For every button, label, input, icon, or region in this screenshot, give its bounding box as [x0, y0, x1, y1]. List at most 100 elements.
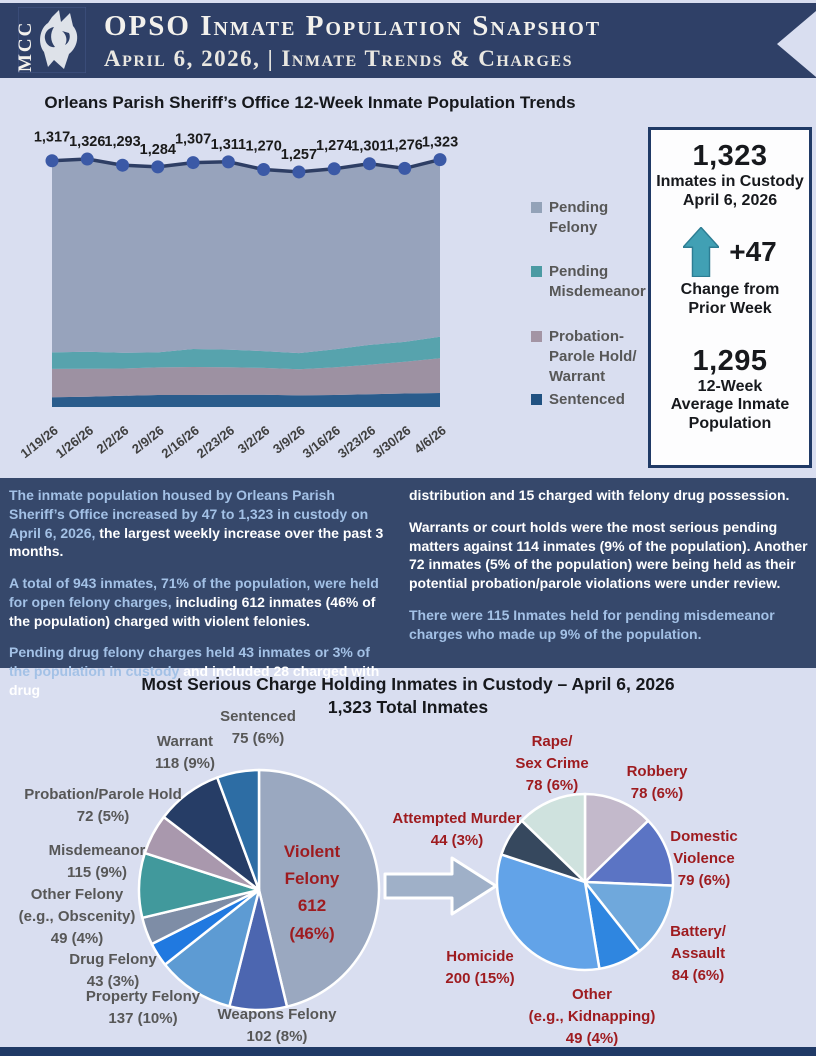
data-label: 1,307	[175, 132, 211, 148]
data-label: 1,284	[140, 142, 176, 158]
banner-text: OPSO Inmate Population Snapshot April 6,…	[104, 8, 601, 74]
narrative-paragraph: Pending drug felony charges held 43 inma…	[9, 644, 380, 698]
pie-section-title: Most Serious Charge Holding Inmates in C…	[141, 674, 675, 694]
ribbon-notch-icon	[777, 11, 816, 77]
pie-slice-label: Violent Felony 612 (46%)	[283, 842, 341, 943]
data-label: 1,276	[387, 137, 423, 153]
area-band-2	[52, 336, 440, 370]
legend-item: Sentenced	[531, 390, 625, 410]
legend-swatch-icon	[531, 266, 542, 277]
x-axis-label: 1/26/26	[53, 423, 96, 462]
narrative-right-column: distribution and 15 charged with felony …	[409, 486, 809, 656]
page-subtitle: April 6, 2026, | Inmate Trends & Charges	[104, 46, 573, 71]
summary-stat-box: 1,323 Inmates in Custody April 6, 2026 +…	[648, 127, 812, 468]
data-label: 1,301	[351, 139, 387, 155]
weekly-change: +47	[651, 226, 809, 277]
data-point	[433, 153, 447, 167]
pie-slice	[583, 819, 675, 887]
pie-slice-label: Robbery 78 (6%)	[626, 763, 688, 802]
data-label: 1,326	[69, 134, 105, 150]
pie-section-subtitle: 1,323 Total Inmates	[327, 697, 489, 717]
x-axis-label: 2/16/26	[159, 423, 202, 462]
data-label: 1,270	[245, 139, 281, 155]
area-band-0	[52, 393, 440, 407]
average-label: 12-Week Average Inmate Population	[670, 377, 790, 433]
x-axis-label: 2/23/26	[194, 423, 237, 462]
pie-slice	[163, 888, 261, 1008]
right-arrow-icon	[383, 856, 498, 916]
narrative-paragraph: A total of 943 inmates, 71% of the popul…	[9, 575, 379, 629]
data-point	[151, 160, 165, 174]
change-label: Change from Prior Week	[680, 280, 780, 317]
narrative-panel: The inmate population housed by Orleans …	[0, 478, 816, 698]
pie-slice	[520, 792, 587, 884]
data-point	[45, 154, 59, 168]
up-arrow-icon	[683, 226, 720, 277]
pie-slice	[583, 792, 650, 884]
data-label: 1,311	[211, 137, 247, 153]
average-value: 1,295	[692, 344, 768, 377]
charge-pie-charts	[137, 768, 675, 1012]
area-band-1	[52, 358, 440, 398]
narrative-paragraph: Warrants or court holds were the most se…	[409, 518, 808, 591]
x-axis-label: 1/19/26	[17, 423, 60, 462]
data-point	[257, 163, 271, 177]
data-point	[116, 158, 130, 172]
mcc-logo: MCC	[15, 6, 87, 74]
trend-chart-title: Orleans Parish Sheriff’s Office 12-Week …	[44, 93, 576, 112]
legend-label: Pending Misdemeanor	[549, 263, 646, 300]
data-point	[327, 162, 341, 176]
x-axis-label: 3/30/26	[370, 423, 413, 462]
current-count-label: Inmates in Custody	[656, 173, 804, 190]
data-point	[362, 157, 376, 171]
data-label: 1,274	[316, 138, 352, 154]
narrative-paragraph: There were 115 Inmates held for pending …	[409, 606, 775, 642]
pie-slice	[583, 880, 675, 953]
pie-slice-label: Drug Felony 43 (3%)	[69, 951, 157, 990]
legend-label: Pending Felony	[549, 199, 609, 236]
pie-slice-label: Homicide 200 (15%)	[445, 948, 515, 987]
data-label: 1,257	[281, 147, 317, 163]
pie-slice-label: Battery/Assault 84 (6%)	[670, 923, 726, 984]
wolf-logo-icon: MCC	[15, 6, 87, 74]
data-point	[80, 152, 94, 166]
legend-item: Pending Misdemeanor	[531, 262, 646, 302]
data-point	[398, 161, 412, 175]
data-point	[292, 165, 306, 179]
data-label: 1,293	[104, 134, 140, 150]
legend-item: Probation- Parole Hold/Warrant	[531, 327, 637, 386]
pie-slice-label: Sentenced 75 (6%)	[220, 708, 296, 747]
x-axis-label: 3/23/26	[335, 423, 378, 462]
pie-slice	[257, 768, 381, 1008]
page-title: OPSO Inmate Population Snapshot	[104, 10, 602, 42]
x-axis-label: 3/2/26	[235, 423, 273, 457]
pie-slice-label: Warrant 118 (9%)	[154, 733, 216, 772]
legend-swatch-icon	[531, 331, 542, 342]
legend-swatch-icon	[531, 394, 542, 405]
pie-slice-label: Property Felony 137 (10%)	[85, 988, 201, 1027]
legend-item: Pending Felony	[531, 198, 608, 238]
area-band-3	[52, 159, 440, 354]
data-point	[186, 156, 200, 170]
header-banner: MCC OPSO Inmate Population Snapshot Apri…	[0, 3, 816, 78]
x-axis-label: 4/6/26	[411, 423, 449, 457]
pie-slice	[215, 768, 261, 892]
narrative-paragraph: distribution and 15 charged with felony …	[409, 487, 790, 503]
current-count-date: April 6, 2026	[682, 191, 778, 209]
logo-text-mcc: MCC	[18, 21, 36, 72]
legend-swatch-icon	[531, 202, 542, 213]
current-count-value: 1,323	[692, 140, 768, 172]
footer-bar	[0, 1047, 816, 1056]
x-axis-label: 3/16/26	[300, 423, 343, 462]
legend-label: Sentenced	[549, 391, 625, 408]
pie-slice-label: Probation/Parole Hold 72 (5%)	[24, 786, 182, 825]
x-axis-label: 2/2/26	[94, 423, 132, 457]
legend-label: Probation- Parole Hold/Warrant	[549, 328, 637, 385]
pie-slice-label: Weapons Felony 102 (8%)	[217, 1006, 337, 1045]
narrative-left-column: The inmate population housed by Orleans …	[9, 486, 393, 713]
pie-slice-label: Rape/Sex Crime 78 (6%)	[515, 733, 589, 794]
pie-slice-label: Other Felony (e.g., Obscenity) 49 (4%)	[18, 886, 136, 947]
data-point	[221, 155, 235, 169]
